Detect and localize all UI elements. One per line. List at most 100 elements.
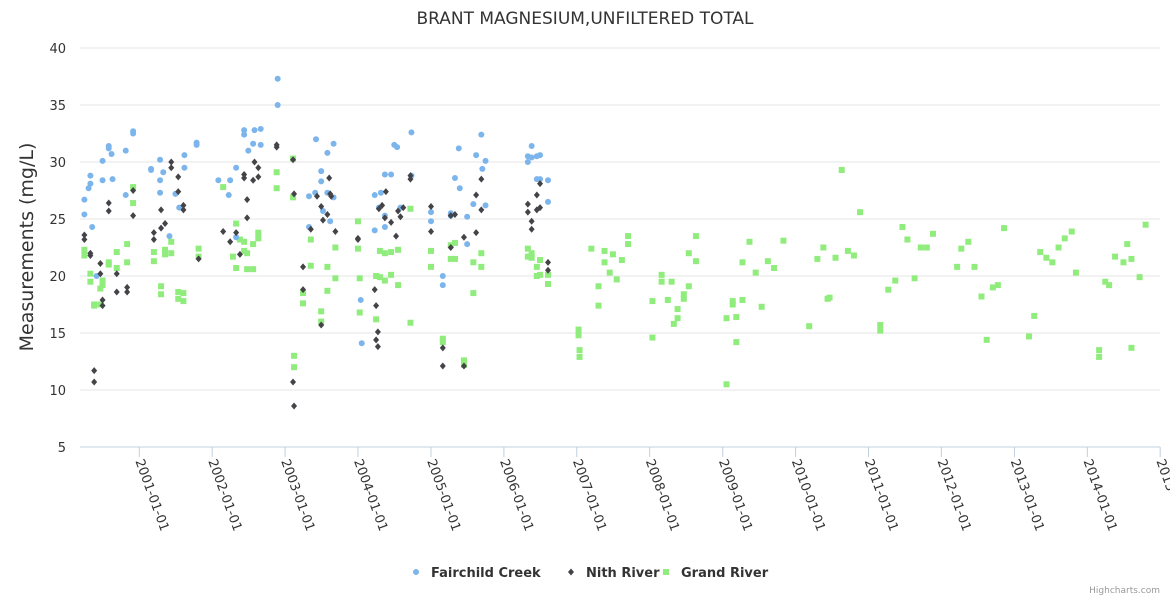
data-point — [87, 180, 94, 187]
data-point — [911, 275, 918, 282]
data-point — [1112, 253, 1119, 260]
data-point — [257, 141, 264, 148]
data-point — [729, 301, 736, 308]
data-point — [250, 266, 257, 273]
data-point — [300, 286, 307, 294]
data-point — [356, 309, 363, 316]
data-point — [162, 251, 169, 258]
data-point — [595, 283, 602, 290]
data-point — [394, 144, 401, 151]
data-point — [375, 205, 382, 213]
data-point — [904, 236, 911, 243]
data-point — [1124, 241, 1131, 248]
data-point — [157, 189, 164, 196]
data-point — [528, 217, 535, 225]
data-point — [157, 177, 164, 184]
data-point — [670, 320, 677, 327]
data-point — [729, 298, 736, 305]
legend-item-grand-river[interactable]: Grand River — [663, 566, 769, 581]
data-point — [124, 283, 131, 291]
data-point — [447, 212, 454, 220]
data-point — [658, 271, 665, 278]
data-point — [105, 199, 112, 207]
data-point — [1136, 274, 1143, 281]
data-point — [157, 156, 164, 163]
data-point — [478, 263, 485, 270]
data-point — [381, 223, 388, 230]
data-point — [545, 258, 552, 266]
data-point — [356, 275, 363, 282]
data-point — [994, 282, 1001, 289]
data-point — [388, 249, 395, 256]
data-point — [181, 152, 188, 159]
data-point — [195, 245, 202, 252]
data-point — [273, 169, 280, 176]
data-point — [290, 156, 297, 164]
data-point — [482, 202, 489, 209]
data-point — [379, 201, 386, 209]
data-point — [1049, 259, 1056, 266]
credits-link[interactable]: Highcharts.com — [1089, 586, 1160, 596]
data-point — [923, 244, 930, 251]
data-point — [381, 250, 388, 257]
data-point — [528, 154, 535, 161]
data-point — [857, 209, 864, 216]
data-point — [318, 321, 325, 329]
data-point — [150, 229, 157, 237]
data-point — [954, 263, 961, 270]
data-point — [99, 296, 106, 304]
legend-label: Grand River — [681, 566, 769, 581]
data-point — [122, 192, 129, 199]
data-point — [575, 326, 582, 333]
data-point — [428, 209, 435, 216]
data-point — [971, 263, 978, 270]
y-tick-label: 5 — [58, 441, 66, 456]
data-point — [877, 322, 884, 329]
data-point — [87, 249, 94, 257]
data-point — [814, 255, 821, 262]
data-point — [175, 188, 182, 196]
data-point — [1072, 269, 1079, 276]
data-point — [158, 283, 165, 290]
data-point — [447, 255, 454, 262]
data-point — [105, 261, 112, 268]
data-point — [447, 244, 454, 251]
data-point — [588, 245, 595, 252]
data-point — [376, 274, 383, 281]
legend-item-nith-river[interactable]: Nith River — [568, 566, 660, 581]
data-point — [160, 169, 167, 176]
data-point — [381, 214, 388, 222]
data-point — [273, 141, 280, 149]
data-point — [91, 378, 98, 386]
data-point — [1128, 344, 1135, 351]
data-point — [233, 265, 240, 272]
data-point — [388, 171, 395, 178]
data-point — [899, 223, 906, 230]
y-tick-label: 15 — [49, 327, 66, 342]
data-point — [524, 245, 531, 252]
data-point — [150, 249, 157, 256]
data-point — [428, 218, 435, 225]
data-point — [758, 303, 765, 310]
legend-item-fairchild-creek[interactable]: Fairchild Creek — [413, 566, 541, 581]
data-point — [87, 172, 94, 179]
data-point — [885, 286, 892, 293]
data-point — [113, 265, 120, 272]
data-point — [124, 241, 131, 248]
data-point — [229, 253, 236, 260]
data-point — [220, 184, 227, 191]
data-point — [524, 253, 531, 260]
data-point — [524, 200, 531, 208]
data-point — [241, 238, 248, 245]
chart-title: BRANT MAGNESIUM,UNFILTERED TOTAL — [416, 9, 754, 29]
data-point — [460, 362, 467, 370]
data-point — [439, 362, 446, 370]
data-point — [332, 275, 339, 282]
data-point — [576, 347, 583, 354]
data-point — [250, 241, 257, 248]
data-point — [850, 252, 857, 259]
data-point — [245, 147, 252, 154]
data-point — [958, 245, 965, 252]
data-point — [318, 168, 325, 175]
